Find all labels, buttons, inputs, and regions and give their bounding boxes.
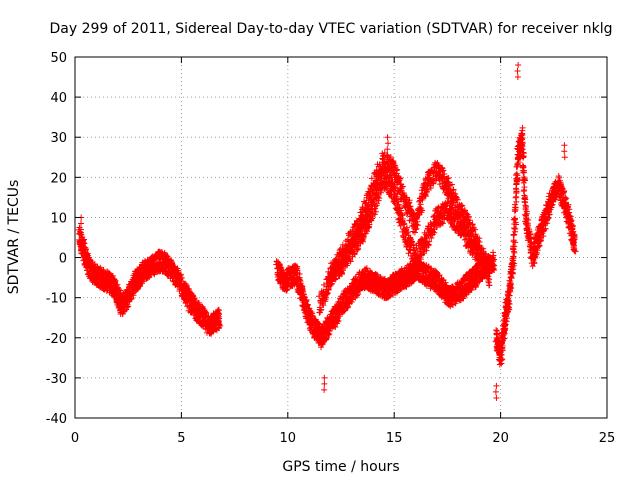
- data-point: [178, 274, 185, 281]
- data-point: [203, 310, 210, 317]
- data-point: [326, 331, 333, 338]
- data-point: [403, 283, 410, 290]
- data-point: [293, 266, 300, 273]
- data-point: [194, 299, 201, 306]
- data-point: [435, 272, 442, 279]
- data-point: [335, 317, 342, 324]
- data-point: [308, 309, 315, 316]
- data-point: [397, 286, 404, 293]
- data-point: [215, 313, 222, 320]
- data-point: [304, 302, 311, 309]
- data-point: [217, 322, 224, 329]
- data-point: [319, 341, 326, 348]
- data-point: [490, 249, 497, 256]
- data-point: [367, 269, 374, 276]
- data-point: [109, 272, 116, 279]
- data-point: [216, 307, 223, 314]
- data-point: [162, 262, 169, 269]
- data-point: [300, 290, 307, 297]
- data-layer: [75, 62, 579, 401]
- data-point: [125, 303, 132, 310]
- data-point: [296, 277, 303, 284]
- data-point: [373, 271, 380, 278]
- data-point: [171, 264, 178, 271]
- data-point: [164, 253, 171, 260]
- data-point: [442, 279, 449, 286]
- data-point: [121, 307, 128, 314]
- data-point: [336, 313, 343, 320]
- data-point: [284, 283, 291, 290]
- data-point: [283, 286, 290, 293]
- data-point: [332, 324, 339, 331]
- data-point: [298, 282, 305, 289]
